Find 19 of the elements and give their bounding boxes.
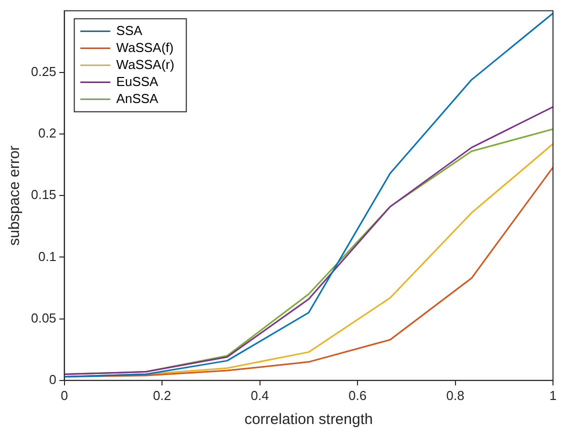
legend-label: AnSSA — [116, 90, 159, 106]
x-tick-label: 1 — [549, 388, 557, 403]
x-tick-label: 0 — [60, 388, 68, 403]
x-tick-label: 0.2 — [153, 388, 172, 403]
legend-label: WaSSA(f) — [116, 40, 174, 55]
x-tick-label: 0.6 — [348, 388, 367, 403]
legend-label: EuSSA — [116, 74, 159, 89]
y-tick-label: 0.1 — [38, 248, 56, 264]
x-tick-label: 0.8 — [446, 388, 464, 403]
y-tick-label: 0.05 — [30, 310, 56, 326]
y-tick-label: 0.2 — [38, 126, 56, 141]
x-axis-title: correlation strength — [244, 411, 373, 428]
y-tick-label: 0 — [49, 372, 56, 387]
y-tick-label: 0.15 — [30, 187, 56, 202]
legend-label: WaSSA(r) — [116, 56, 174, 72]
y-axis-title: subspace error — [6, 146, 24, 246]
legend-label: SSA — [116, 22, 143, 38]
x-tick-label: 0.4 — [250, 388, 269, 403]
y-tick-label: 0.25 — [30, 64, 56, 79]
